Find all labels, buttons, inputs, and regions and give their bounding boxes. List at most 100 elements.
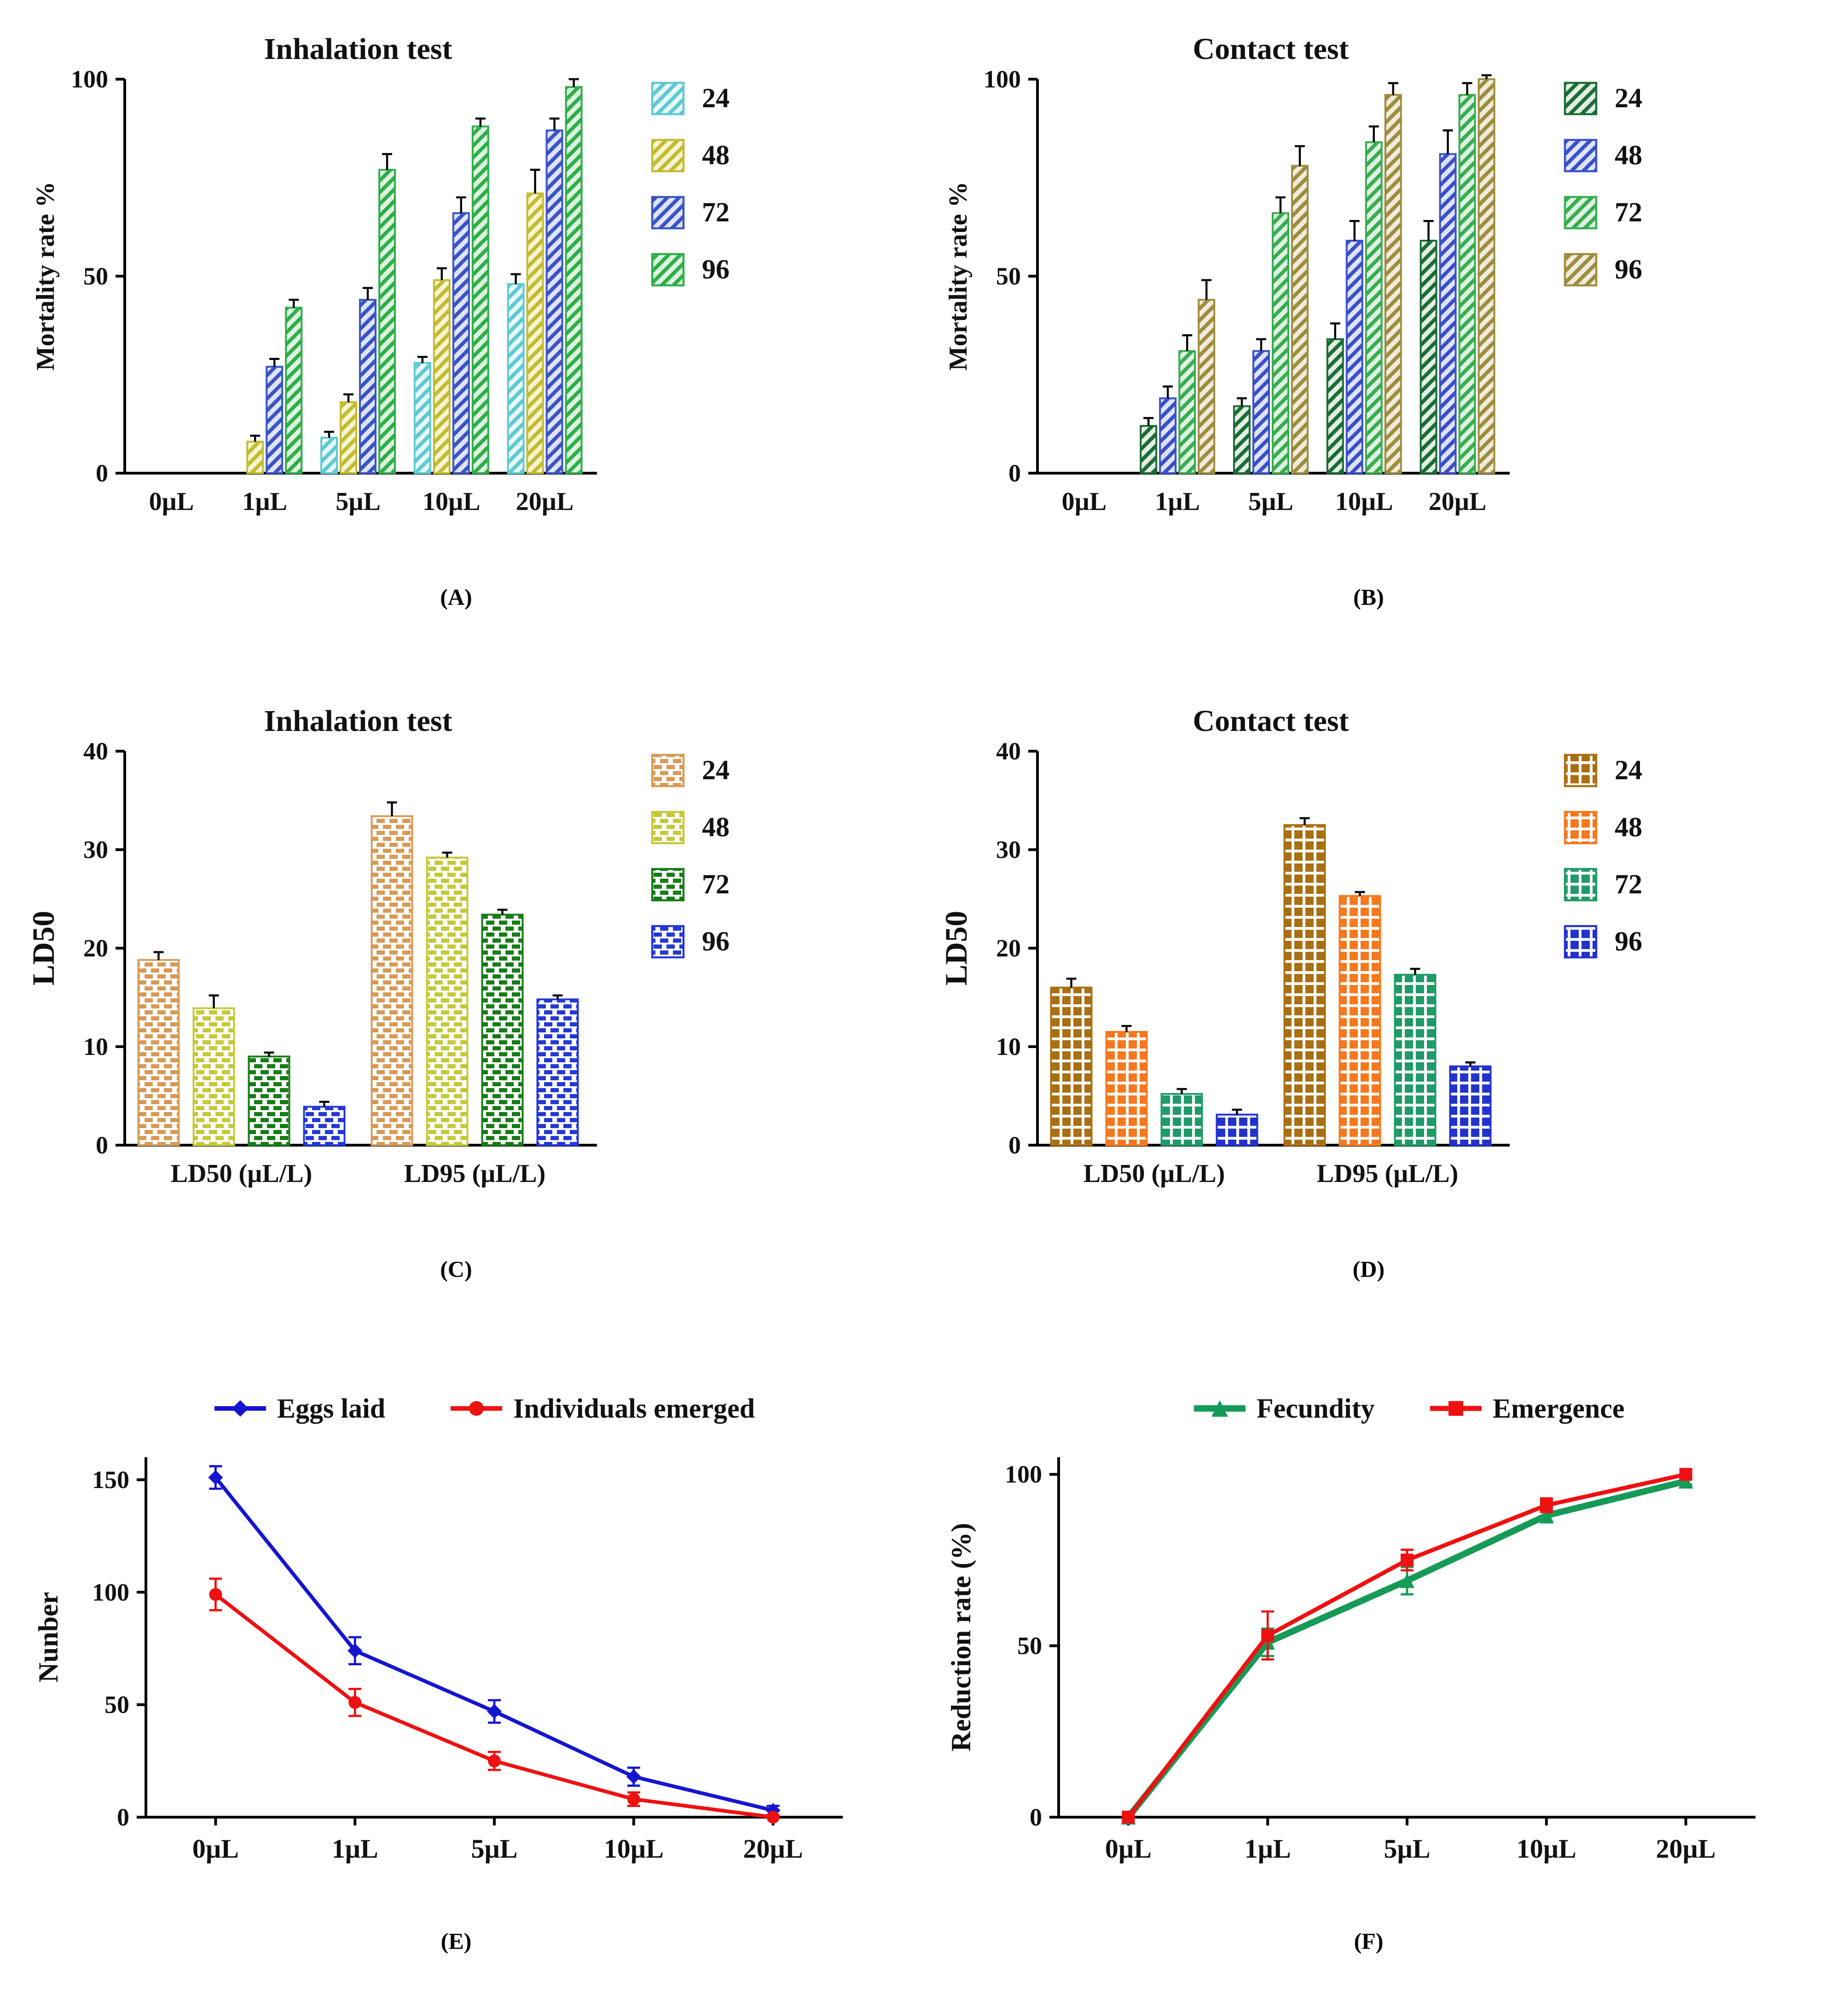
chart-text: 24 <box>1615 755 1642 785</box>
chart-text: 1µL <box>1244 1834 1291 1864</box>
bar-72-LD50 (µL/L) <box>1160 1093 1203 1146</box>
bar-96-5µL <box>378 168 396 474</box>
chart-text: 24 <box>1615 83 1642 113</box>
chart-text: Eggs laid <box>277 1393 385 1424</box>
bar-96-1µL <box>1197 299 1215 474</box>
error-bar <box>1236 397 1247 406</box>
chart-text: 150 <box>92 1466 129 1494</box>
legend-swatch-24 <box>651 753 685 788</box>
error-bar <box>1121 1025 1131 1032</box>
error-bar <box>269 358 280 367</box>
legend-swatch-72 <box>1564 196 1597 230</box>
bar-72-1µL <box>1178 350 1196 474</box>
bar-48-LD95 (µL/L) <box>1338 895 1381 1146</box>
legend-swatch-48 <box>1564 139 1597 173</box>
bar-72-LD95 (µL/L) <box>481 914 524 1146</box>
error-bar <box>1368 125 1379 142</box>
bar-24-LD95 (µL/L) <box>1283 824 1326 1146</box>
chart-text: 0µL <box>192 1834 239 1864</box>
error-bar <box>1066 978 1076 988</box>
chart-text: 5µL <box>1248 487 1293 516</box>
chart-text: 96 <box>702 926 730 956</box>
chart-text: 96 <box>1615 926 1642 956</box>
error-bar <box>1349 220 1360 241</box>
error-bar <box>1481 74 1492 79</box>
chart-text: 50 <box>996 262 1021 290</box>
bar-96-LD50 (µL/L) <box>1216 1113 1258 1146</box>
chart-text: 0 <box>1030 1803 1042 1831</box>
chart-text: 100 <box>984 65 1021 93</box>
error-bar <box>1162 385 1173 399</box>
chart-text: 72 <box>1615 869 1642 899</box>
legend-swatch-24 <box>1564 81 1597 116</box>
chart-text: 10µL <box>1335 487 1393 516</box>
bar-24-5µL <box>1233 405 1251 474</box>
bar-72-20µL <box>545 129 563 474</box>
bar-96-LD95 (µL/L) <box>1449 1065 1491 1146</box>
bar-24-20µL <box>507 283 525 474</box>
bar-48-5µL <box>1252 350 1270 474</box>
chart-text: 10 <box>996 1033 1021 1060</box>
error-bar <box>1201 279 1211 300</box>
chart-text: 40 <box>996 737 1021 765</box>
chart-text: Reduction rate (%) <box>946 1523 976 1752</box>
error-bar <box>1410 967 1420 975</box>
error-bar <box>530 168 540 194</box>
error-bar <box>1294 145 1305 166</box>
bar-24-10µL <box>413 362 431 474</box>
error-bar <box>549 117 560 131</box>
chart-text: Fecundity <box>1257 1393 1375 1424</box>
bar-48-1µL <box>1159 397 1176 474</box>
chart-text: Contact test <box>1193 704 1349 738</box>
chart-text: 72 <box>702 869 730 899</box>
bar-72-LD50 (µL/L) <box>248 1055 290 1147</box>
chart-text: 10 <box>83 1033 108 1060</box>
chart-text: Inhalation test <box>264 704 452 738</box>
chart-text: 100 <box>71 65 108 93</box>
chart-text: LD50 (µL/L) <box>171 1159 313 1188</box>
legend-swatch-72 <box>651 868 685 902</box>
legend-swatch-96 <box>1564 925 1597 959</box>
bar-72-5µL <box>1271 212 1289 475</box>
inhalation-mortality-bar-chart: Inhalation test Mortality rate % 0 50 100 0µL… <box>31 32 730 516</box>
bar-24-LD50 (µL/L) <box>1050 986 1092 1146</box>
chart-text: 0µL <box>1061 487 1107 516</box>
panel-a-caption: (A) <box>440 584 472 610</box>
panel-eggs-emergence: 0 50 100 150 Nunber 0µL 1µL 5µL 10µL 20µL Eggs lai… <box>0 1344 912 2016</box>
error-bar <box>264 1051 274 1057</box>
chart-text: 20µL <box>743 1834 803 1864</box>
chart-text: 5µL <box>471 1834 517 1864</box>
bar-24-10µL <box>1326 338 1344 475</box>
error-bar <box>1462 82 1472 95</box>
chart-text: 0 <box>96 459 108 487</box>
error-bar <box>1182 334 1192 351</box>
chart-text: 96 <box>1615 254 1642 284</box>
error-bar <box>1465 1061 1475 1066</box>
chart-text: 0µL <box>1105 1834 1151 1864</box>
reduction-rate-line-chart: 0 50 100 Reduction rate (%) 0µL 1µL 5µL 10µL 20µ… <box>946 1393 1755 1864</box>
contact-ld-bar-chart: Contact test LD50 0 10 20 30 40 LD50 (µL/L) LD95… <box>941 704 1642 1188</box>
legend-swatch-48 <box>651 811 685 845</box>
bar-96-10µL <box>471 125 489 475</box>
chart-text: 30 <box>83 836 108 863</box>
bar-48-10µL <box>433 279 451 474</box>
panel-contact-ld: Contact test LD50 0 10 20 30 40 LD50 (µL/L) LD95… <box>912 672 1825 1344</box>
error-bar <box>497 909 508 915</box>
bar-48-LD50 (µL/L) <box>1105 1031 1147 1147</box>
chart-text: Nunber <box>33 1592 64 1683</box>
chart-text: 30 <box>996 836 1021 863</box>
bar-48-10µL <box>1345 239 1363 474</box>
error-bar <box>1423 220 1434 241</box>
error-bar <box>1299 817 1309 825</box>
legend-swatch-72 <box>1564 868 1597 902</box>
error-bar <box>324 430 334 438</box>
chart-text: 10µL <box>1516 1834 1576 1864</box>
bar-72-1µL <box>266 365 284 474</box>
chart-text: Individuals emerged <box>513 1393 755 1424</box>
chart-text: 72 <box>702 197 730 227</box>
error-bar <box>568 78 579 87</box>
bar-96-20µL <box>1477 78 1495 474</box>
error-bar <box>1275 196 1286 214</box>
legend-swatch-96 <box>1564 253 1597 287</box>
chart-text: 48 <box>1615 812 1642 842</box>
